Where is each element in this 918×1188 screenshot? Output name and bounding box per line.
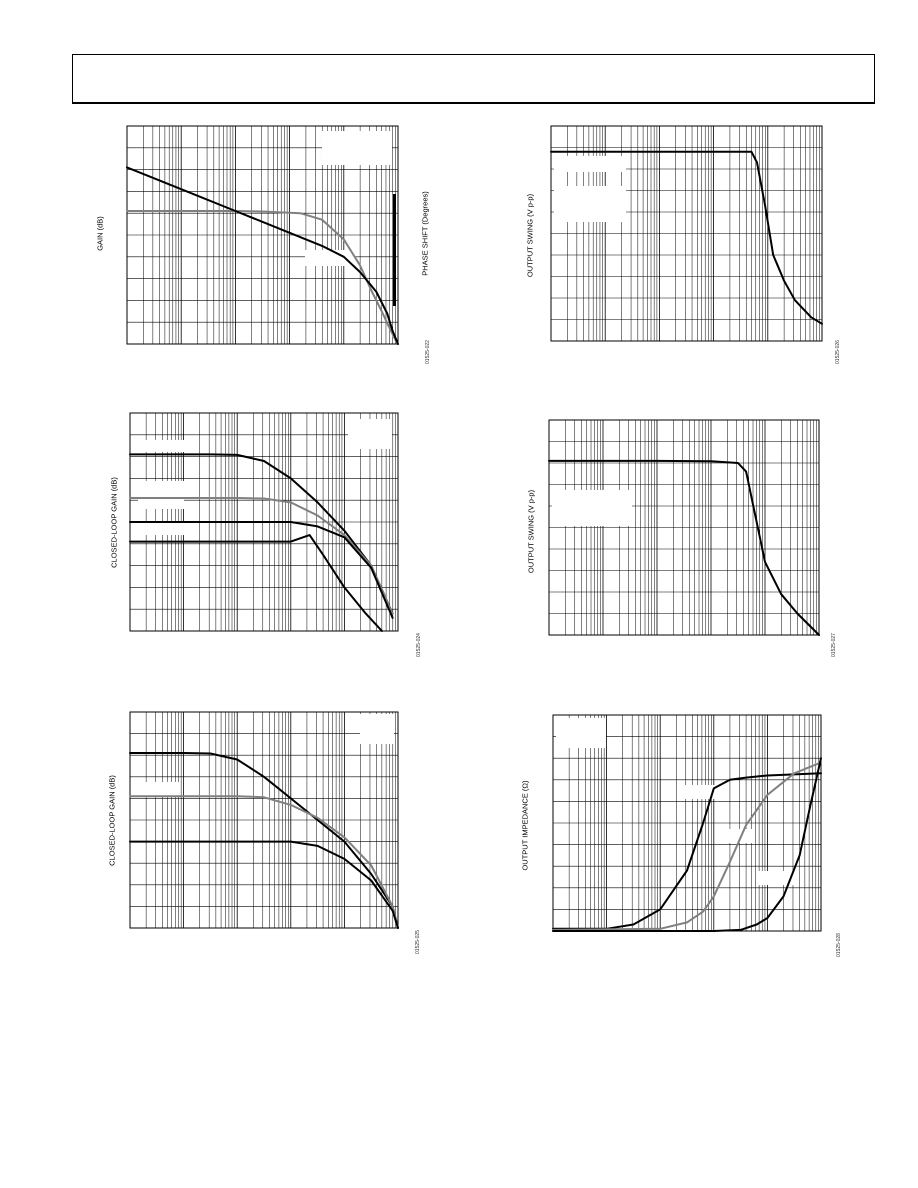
series-line-3 (552, 757, 822, 932)
closed-loop-gain-chart-2 (129, 711, 399, 929)
output-impedance-y-label: OUTPUT IMPEDANCE (Ω) (520, 780, 530, 871)
output-swing-chart-2 (548, 419, 820, 636)
output-swing-y-label: OUTPUT SWING (V p-p) (525, 193, 535, 278)
output-swing-1-label-box (554, 186, 626, 222)
closed-loop-gain-1-label-box (138, 481, 184, 509)
gain-phase-label-box (305, 250, 355, 266)
series-line-3 (129, 521, 394, 619)
plot-frame (548, 419, 820, 636)
closed-loop-gain-1-label-box (138, 440, 184, 452)
output-impedance-label-box (717, 829, 755, 843)
series-line-4 (129, 534, 383, 632)
figure-number: 01525-024 (416, 633, 422, 657)
output-impedance-legend-box (556, 718, 606, 748)
gain-phase-marker-bar (393, 194, 396, 306)
closed-loop-gain-y-label: CLOSED-LOOP GAIN (dB) (107, 775, 117, 866)
output-swing-1-label-box (554, 156, 626, 172)
closed-loop-gain-y-label: CLOSED-LOOP GAIN (dB) (109, 477, 119, 568)
figure-number: 01525-025 (415, 930, 421, 954)
figure-number: 01525-027 (831, 633, 837, 657)
grid-lines (548, 420, 819, 635)
plot-frame (129, 711, 399, 929)
figure-number: 01525-026 (835, 340, 841, 364)
series-line-1 (548, 459, 820, 636)
closed-loop-gain-2-label-box (136, 782, 180, 796)
closed-loop-gain-1-legend-box (348, 419, 392, 449)
gain-phase-chart (126, 125, 399, 345)
figure-number: 01525-022 (425, 340, 431, 364)
grid-lines (550, 126, 822, 341)
series-line-2 (126, 166, 399, 345)
series-line-3 (129, 840, 399, 929)
output-impedance-chart (552, 714, 822, 932)
output-swing-y-label: OUTPUT SWING (V p-p) (526, 489, 536, 574)
series-line-1 (126, 210, 399, 345)
series-line-2 (129, 497, 394, 615)
closed-loop-gain-chart-1 (129, 412, 399, 632)
output-swing-chart-1 (550, 125, 823, 342)
gain-phase-legend-box (322, 131, 392, 165)
grid-lines (129, 413, 398, 631)
figure-number: 01525-028 (836, 933, 842, 957)
gain-y-label: GAIN (dB) (95, 216, 105, 251)
grid-lines (129, 712, 398, 928)
series-line-1 (129, 752, 399, 929)
series-line-2 (552, 761, 822, 931)
plot-frame (126, 125, 399, 345)
series-line-1 (552, 772, 822, 930)
closed-loop-gain-1-label-box (138, 523, 184, 535)
page-header-rule (72, 102, 875, 104)
output-swing-2-label-box (552, 490, 632, 526)
page-header-box (72, 54, 875, 104)
grid-lines (126, 126, 398, 344)
output-impedance-label-box (757, 871, 795, 885)
series-line-2 (129, 795, 399, 929)
closed-loop-gain-2-legend-box (360, 714, 394, 744)
plot-frame (550, 125, 823, 342)
phase-y2-label: PHASE SHIFT (Degrees) (420, 191, 430, 276)
series-line-1 (550, 150, 823, 325)
series-line-1 (129, 453, 394, 615)
